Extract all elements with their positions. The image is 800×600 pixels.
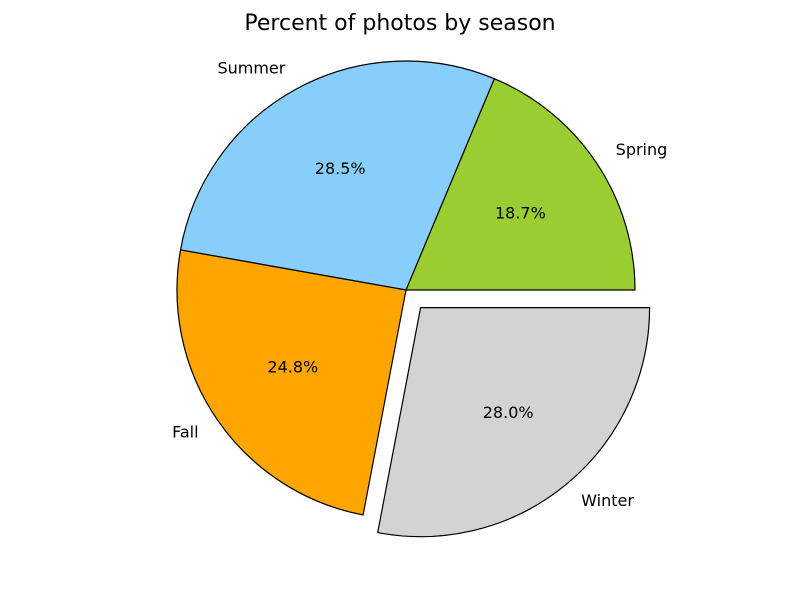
chart-title: Percent of photos by season [244, 11, 555, 36]
pie-slices [176, 60, 651, 538]
pct-label-summer: 28.5% [315, 159, 366, 178]
pie-slice-spring [405, 77, 636, 291]
slice-label-spring: Spring [616, 140, 668, 159]
slice-label-summer: Summer [217, 58, 285, 77]
slice-label-winter: Winter [581, 491, 634, 510]
pie-labels: Spring 18.7% Summer 28.5% Fall 24.8% Winter 28.… [172, 58, 667, 510]
pct-label-fall: 24.8% [267, 357, 318, 376]
pie-slice-winter [376, 307, 651, 538]
pie-slice-summer [179, 60, 496, 291]
slice-label-fall: Fall [172, 422, 198, 441]
pie-slice-fall [176, 249, 407, 516]
pct-label-winter: 28.0% [483, 403, 534, 422]
pct-label-spring: 18.7% [495, 203, 546, 222]
